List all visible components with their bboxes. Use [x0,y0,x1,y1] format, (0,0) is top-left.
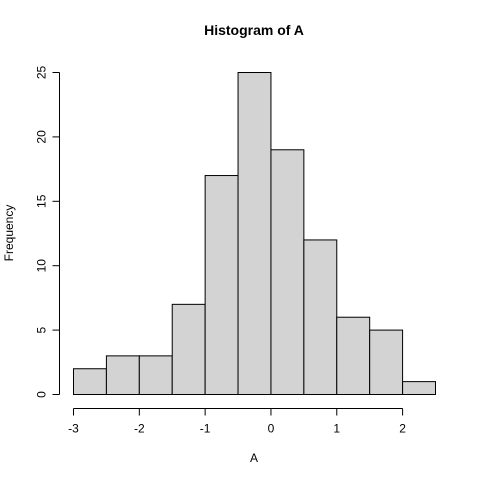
x-tick-label: -3 [68,422,79,436]
histogram-bar-2 [138,355,173,395]
histogram-bar-0 [73,368,107,395]
y-axis-label: Frequency [2,205,16,262]
histogram-bar-3 [171,303,206,395]
x-axis-label: A [250,451,258,465]
histogram-bar-6 [270,149,305,395]
bars-group [73,72,437,396]
y-tick-label: 25 [35,66,49,80]
y-tick-label: 20 [35,130,49,144]
histogram-bar-10 [402,381,437,395]
x-tick-label: -2 [134,422,145,436]
histogram-bar-8 [336,316,371,395]
x-axis: -3 -2 -1 0 1 2 [68,408,406,436]
y-axis: 0 5 10 15 20 25 [35,66,60,398]
y-tick-label: 0 [35,391,49,398]
histogram-bar-4 [204,175,239,395]
x-tick-label: 1 [333,422,340,436]
y-tick-label: 10 [35,259,49,273]
x-tick-label: 0 [268,422,275,436]
histogram-bar-7 [303,239,338,395]
histogram-bar-9 [369,329,404,396]
histogram-bar-1 [105,355,140,395]
x-tick-label: -1 [200,422,211,436]
histogram-bar-5 [237,72,272,395]
y-tick-label: 5 [35,326,49,333]
x-tick-label: 2 [399,422,406,436]
y-tick-label: 15 [35,194,49,208]
chart-title: Histogram of A [204,22,304,38]
